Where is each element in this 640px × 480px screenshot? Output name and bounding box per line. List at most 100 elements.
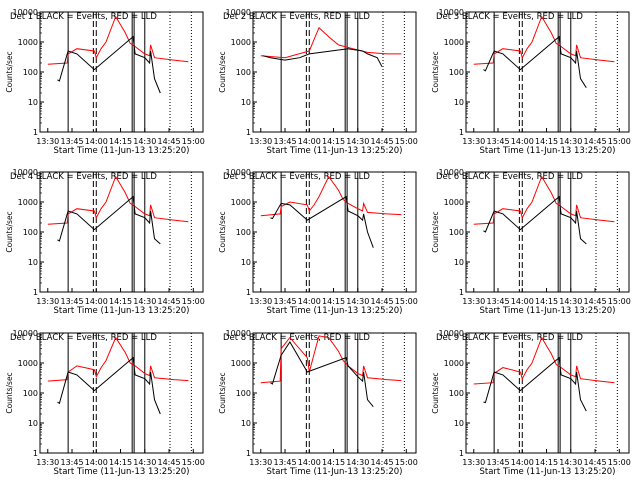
series-lld-line xyxy=(473,175,615,225)
x-tick-label: 14:15 xyxy=(535,137,558,146)
y-tick-label: 10000 xyxy=(439,329,464,338)
y-tick-label: 100 xyxy=(23,389,38,398)
chart-panel: Det 9 BLACK = Events, RED = LLD 1 10 100 100… xyxy=(431,329,631,477)
series-events-line xyxy=(483,195,587,245)
x-tick-label: 14:45 xyxy=(371,458,394,467)
y-tick-label: 10 xyxy=(28,98,38,107)
x-tick-label: 15:00 xyxy=(608,297,631,306)
x-tick-label: 13:30 xyxy=(462,137,485,146)
y-tick-label: 10000 xyxy=(226,168,251,177)
plot-frame xyxy=(252,11,417,133)
series-lld-line xyxy=(47,15,189,65)
y-tick-label: 1000 xyxy=(231,359,251,368)
x-tick-label: 14:45 xyxy=(584,297,607,306)
x-tick-label: 14:15 xyxy=(109,297,132,306)
series-events-line xyxy=(270,195,374,248)
plot-frame xyxy=(465,11,630,133)
series-events-line xyxy=(483,35,587,88)
y-tick-label: 1000 xyxy=(444,198,464,207)
x-tick-label: 13:30 xyxy=(249,297,272,306)
y-axis-label: Counts/sec xyxy=(431,372,440,413)
x-tick-label: 14:00 xyxy=(85,297,108,306)
y-tick-label: 10 xyxy=(241,419,251,428)
x-tick-label: 14:00 xyxy=(298,458,321,467)
y-tick-label: 1000 xyxy=(444,359,464,368)
y-tick-label: 10000 xyxy=(226,8,251,17)
x-tick-label: 14:15 xyxy=(109,458,132,467)
chart-panel: Det 2 BLACK = Events, RED = LLD 1 10 100 100… xyxy=(218,8,418,156)
chart-title: Det 6 BLACK = Events, RED = LLD xyxy=(436,172,583,182)
y-tick-label: 10 xyxy=(454,419,464,428)
plot-frame xyxy=(252,171,417,293)
x-tick-label: 13:30 xyxy=(249,137,272,146)
chart-title: Det 8 BLACK = Events, RED = LLD xyxy=(223,333,370,343)
x-tick-label: 14:00 xyxy=(298,297,321,306)
x-tick-label: 13:30 xyxy=(462,297,485,306)
series-events-line xyxy=(270,341,374,408)
x-axis-label: Start Time (11-Jun-13 13:25:20) xyxy=(480,146,616,156)
x-tick-label: 15:00 xyxy=(395,297,418,306)
y-tick-label: 1 xyxy=(246,128,251,137)
x-axis-label: Start Time (11-Jun-13 13:25:20) xyxy=(54,467,190,477)
y-tick-label: 1 xyxy=(246,288,251,297)
x-tick-label: 13:45 xyxy=(486,297,509,306)
y-tick-label: 10000 xyxy=(226,329,251,338)
x-tick-label: 14:45 xyxy=(584,137,607,146)
x-tick-label: 13:30 xyxy=(36,297,59,306)
x-tick-label: 13:30 xyxy=(462,458,485,467)
x-tick-label: 15:00 xyxy=(395,137,418,146)
x-tick-label: 14:30 xyxy=(559,458,582,467)
x-tick-label: 14:45 xyxy=(158,458,181,467)
chart-panel: Det 3 BLACK = Events, RED = LLD 1 10 100 100… xyxy=(431,8,631,156)
x-tick-label: 14:45 xyxy=(371,137,394,146)
x-tick-label: 15:00 xyxy=(395,458,418,467)
chart-title: Det 5 BLACK = Events, RED = LLD xyxy=(223,172,370,182)
x-tick-label: 13:45 xyxy=(486,458,509,467)
y-tick-label: 100 xyxy=(449,389,464,398)
y-tick-label: 10000 xyxy=(13,8,38,17)
x-tick-label: 13:30 xyxy=(36,458,59,467)
y-tick-label: 1 xyxy=(33,128,38,137)
x-tick-label: 14:30 xyxy=(133,137,156,146)
chart-panel: Det 1 BLACK = Events, RED = LLD 1 10 100 100… xyxy=(5,8,205,156)
y-tick-label: 10000 xyxy=(439,8,464,17)
x-tick-label: 14:30 xyxy=(559,297,582,306)
y-tick-label: 100 xyxy=(236,68,251,77)
x-tick-label: 13:45 xyxy=(60,297,83,306)
chart-title: Det 3 BLACK = Events, RED = LLD xyxy=(436,12,583,22)
y-tick-label: 10000 xyxy=(13,329,38,338)
x-tick-label: 14:00 xyxy=(298,137,321,146)
y-tick-label: 1 xyxy=(459,128,464,137)
y-tick-label: 100 xyxy=(236,228,251,237)
y-axis-label: Counts/sec xyxy=(431,51,440,92)
x-axis-label: Start Time (11-Jun-13 13:25:20) xyxy=(267,306,403,316)
y-axis-label: Counts/sec xyxy=(5,372,14,413)
series-lld-line xyxy=(260,175,402,217)
x-axis-label: Start Time (11-Jun-13 13:25:20) xyxy=(54,306,190,316)
y-tick-label: 10 xyxy=(28,258,38,267)
x-tick-label: 14:15 xyxy=(535,458,558,467)
y-tick-label: 1000 xyxy=(231,198,251,207)
y-tick-label: 10000 xyxy=(13,168,38,177)
x-tick-label: 14:00 xyxy=(85,137,108,146)
series-events-line xyxy=(483,356,587,412)
y-tick-label: 10 xyxy=(28,419,38,428)
x-tick-label: 14:30 xyxy=(559,137,582,146)
y-tick-label: 1000 xyxy=(18,38,38,47)
y-tick-label: 1000 xyxy=(18,359,38,368)
x-tick-label: 14:30 xyxy=(346,137,369,146)
x-tick-label: 13:30 xyxy=(36,137,59,146)
x-tick-label: 15:00 xyxy=(182,297,205,306)
series-lld-line xyxy=(260,26,402,59)
x-tick-label: 14:00 xyxy=(511,458,534,467)
y-tick-label: 100 xyxy=(23,68,38,77)
y-tick-label: 100 xyxy=(449,68,464,77)
x-tick-label: 15:00 xyxy=(608,137,631,146)
x-tick-label: 14:30 xyxy=(133,458,156,467)
chart-panel: Det 7 BLACK = Events, RED = LLD 1 10 100 100… xyxy=(5,329,205,477)
series-events-line xyxy=(262,48,383,67)
y-axis-label: Counts/sec xyxy=(218,211,227,252)
x-tick-label: 14:15 xyxy=(322,458,345,467)
series-events-line xyxy=(57,356,161,415)
